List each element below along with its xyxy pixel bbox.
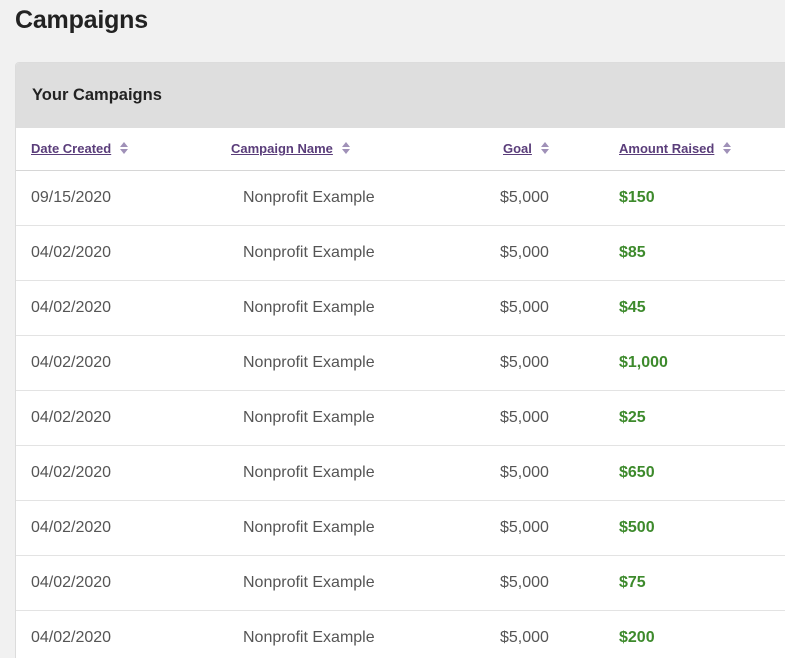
table-header-row: Date Created Campaign Name Goal Amount R…	[16, 128, 785, 170]
amount-raised-cell: $150	[619, 188, 655, 206]
amount-raised-cell: $650	[619, 463, 655, 481]
sort-icon[interactable]	[722, 142, 732, 155]
sort-icon[interactable]	[119, 142, 129, 155]
amount-raised-cell: $200	[619, 628, 655, 646]
goal-cell: $5,000	[500, 188, 549, 206]
campaign-name-cell: Nonprofit Example	[243, 353, 375, 371]
date-created-cell: 04/02/2020	[31, 628, 112, 646]
date-created-cell: 04/02/2020	[31, 463, 112, 481]
sort-icon[interactable]	[341, 142, 351, 155]
table-header: Date Created Campaign Name Goal Amount R…	[16, 128, 785, 170]
campaign-name-cell: Nonprofit Example	[243, 243, 375, 261]
table-row[interactable]: 04/02/2020 Nonprofit Example $5,000 $25	[16, 390, 785, 445]
table-row[interactable]: 04/02/2020 Nonprofit Example $5,000 $500	[16, 500, 785, 555]
table-row[interactable]: 04/02/2020 Nonprofit Example $5,000 $75	[16, 555, 785, 610]
campaign-name-cell: Nonprofit Example	[243, 518, 375, 536]
date-created-cell: 09/15/2020	[31, 188, 112, 206]
goal-cell: $5,000	[500, 573, 549, 591]
amount-raised-cell: $1,000	[619, 353, 668, 371]
amount-raised-cell: $85	[619, 243, 646, 261]
sort-by-goal-link[interactable]: Goal	[503, 141, 532, 157]
table-row[interactable]: 04/02/2020 Nonprofit Example $5,000 $85	[16, 225, 785, 280]
panel-header: Your Campaigns	[16, 63, 785, 128]
sort-by-amount-raised-link[interactable]: Amount Raised	[619, 141, 715, 157]
page-title: Campaigns	[15, 6, 148, 34]
campaign-name-cell: Nonprofit Example	[243, 628, 375, 646]
campaigns-table: Date Created Campaign Name Goal Amount R…	[16, 128, 785, 658]
campaign-name-cell: Nonprofit Example	[243, 298, 375, 316]
goal-cell: $5,000	[500, 463, 549, 481]
date-created-cell: 04/02/2020	[31, 408, 112, 426]
campaign-name-cell: Nonprofit Example	[243, 573, 375, 591]
column-header-date-created: Date Created	[16, 128, 215, 170]
amount-raised-cell: $25	[619, 408, 646, 426]
table-row[interactable]: 04/02/2020 Nonprofit Example $5,000 $1,0…	[16, 335, 785, 390]
goal-cell: $5,000	[500, 408, 549, 426]
date-created-cell: 04/02/2020	[31, 243, 112, 261]
goal-cell: $5,000	[500, 628, 549, 646]
date-created-cell: 04/02/2020	[31, 353, 112, 371]
date-created-cell: 04/02/2020	[31, 573, 112, 591]
table-row[interactable]: 04/02/2020 Nonprofit Example $5,000 $200	[16, 610, 785, 658]
amount-raised-cell: $45	[619, 298, 646, 316]
amount-raised-cell: $75	[619, 573, 646, 591]
panel-title: Your Campaigns	[32, 86, 162, 104]
campaign-name-cell: Nonprofit Example	[243, 188, 375, 206]
campaign-name-cell: Nonprofit Example	[243, 463, 375, 481]
column-header-amount-raised: Amount Raised	[588, 128, 785, 170]
goal-cell: $5,000	[500, 518, 549, 536]
column-header-campaign-name: Campaign Name	[215, 128, 472, 170]
sort-by-date-created-link[interactable]: Date Created	[31, 141, 112, 157]
date-created-cell: 04/02/2020	[31, 298, 112, 316]
sort-icon[interactable]	[540, 142, 550, 155]
campaign-name-cell: Nonprofit Example	[243, 408, 375, 426]
table-row[interactable]: 09/15/2020 Nonprofit Example $5,000 $150	[16, 170, 785, 225]
table-row[interactable]: 04/02/2020 Nonprofit Example $5,000 $45	[16, 280, 785, 335]
table-row[interactable]: 04/02/2020 Nonprofit Example $5,000 $650	[16, 445, 785, 500]
goal-cell: $5,000	[500, 298, 549, 316]
goal-cell: $5,000	[500, 243, 549, 261]
column-header-goal: Goal	[472, 128, 588, 170]
date-created-cell: 04/02/2020	[31, 518, 112, 536]
sort-by-campaign-name-link[interactable]: Campaign Name	[231, 141, 333, 157]
amount-raised-cell: $500	[619, 518, 655, 536]
table-body: 09/15/2020 Nonprofit Example $5,000 $150…	[16, 170, 785, 658]
goal-cell: $5,000	[500, 353, 549, 371]
campaigns-panel: Your Campaigns Date Created Campaign Nam…	[15, 62, 785, 658]
